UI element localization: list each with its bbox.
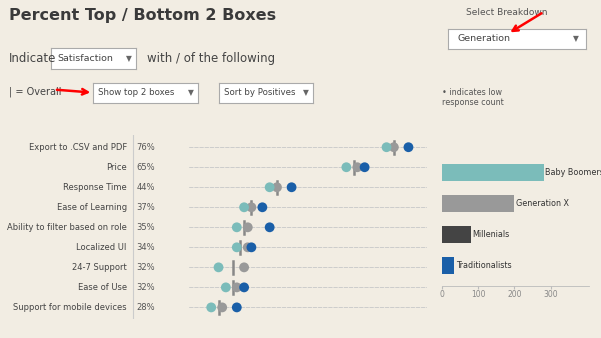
Text: Percent Top / Bottom 2 Boxes: Percent Top / Bottom 2 Boxes <box>9 8 276 23</box>
Point <box>239 204 249 210</box>
Point <box>232 285 242 290</box>
Text: Generation X: Generation X <box>516 199 569 208</box>
Text: Baby Boomers: Baby Boomers <box>545 168 601 177</box>
Point <box>404 145 413 150</box>
Text: with / of the following: with / of the following <box>147 52 275 65</box>
Point <box>389 145 398 150</box>
Text: ▼: ▼ <box>573 34 579 43</box>
Point <box>239 285 249 290</box>
Point <box>265 185 275 190</box>
Text: Indicate: Indicate <box>9 52 56 65</box>
Text: Millenials: Millenials <box>472 230 510 239</box>
Text: Ease of Use: Ease of Use <box>78 283 127 292</box>
Text: 32%: 32% <box>136 263 155 272</box>
Point <box>218 305 227 310</box>
Text: Traditionalists: Traditionalists <box>456 261 511 270</box>
Text: Export to .CSV and PDF: Export to .CSV and PDF <box>29 143 127 152</box>
Text: 44%: 44% <box>136 183 155 192</box>
Text: Ease of Learning: Ease of Learning <box>56 203 127 212</box>
Point <box>258 204 267 210</box>
Point <box>265 224 275 230</box>
Text: 76%: 76% <box>136 143 155 152</box>
Text: 65%: 65% <box>136 163 155 172</box>
Text: 35%: 35% <box>136 223 155 232</box>
Point <box>232 245 242 250</box>
Text: 32%: 32% <box>136 283 155 292</box>
Point <box>246 245 256 250</box>
Point <box>246 204 256 210</box>
Text: Ability to filter based on role: Ability to filter based on role <box>7 223 127 232</box>
Text: 28%: 28% <box>136 303 155 312</box>
Text: Price: Price <box>106 163 127 172</box>
Point <box>341 165 351 170</box>
Point <box>239 265 249 270</box>
Text: ▼: ▼ <box>126 54 132 63</box>
Point <box>232 305 242 310</box>
Point <box>353 165 362 170</box>
Text: Support for mobile devices: Support for mobile devices <box>13 303 127 312</box>
Text: 24-7 Support: 24-7 Support <box>72 263 127 272</box>
Point <box>232 224 242 230</box>
Point <box>272 185 282 190</box>
Point <box>221 285 231 290</box>
Point <box>382 145 391 150</box>
Text: Satisfaction: Satisfaction <box>57 54 113 63</box>
Text: Generation: Generation <box>457 34 510 43</box>
Text: Sort by Positives: Sort by Positives <box>224 89 296 97</box>
Text: 37%: 37% <box>136 203 155 212</box>
Point <box>360 165 370 170</box>
Point <box>214 265 224 270</box>
Point <box>243 224 252 230</box>
Text: Response Time: Response Time <box>63 183 127 192</box>
Text: ▼: ▼ <box>303 89 309 97</box>
Bar <box>442 195 514 212</box>
Point <box>287 185 296 190</box>
Text: ▼: ▼ <box>188 89 194 97</box>
Text: Select Breakdown: Select Breakdown <box>466 8 548 18</box>
Bar <box>442 164 543 181</box>
Text: • indicates low
response count: • indicates low response count <box>442 88 504 107</box>
Bar <box>442 226 471 243</box>
Point <box>206 305 216 310</box>
Point <box>243 245 252 250</box>
Text: Show top 2 boxes: Show top 2 boxes <box>99 89 175 97</box>
Text: | = Overall: | = Overall <box>9 86 61 97</box>
Text: Localized UI: Localized UI <box>76 243 127 252</box>
Text: 34%: 34% <box>136 243 155 252</box>
Bar <box>442 257 454 274</box>
